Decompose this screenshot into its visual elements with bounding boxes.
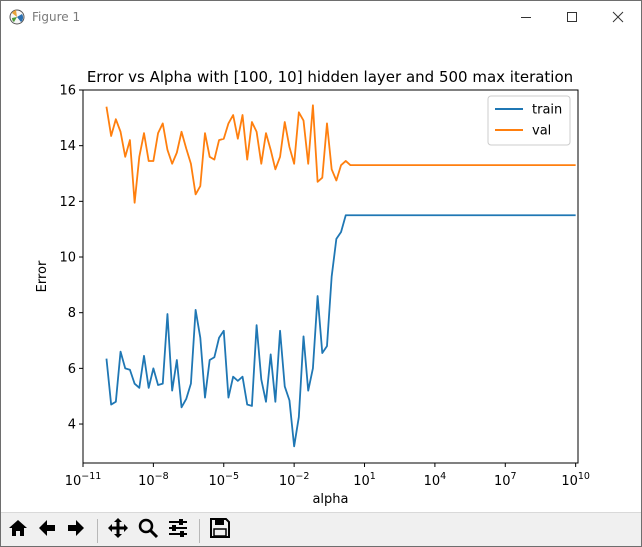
- arrow-right-icon: [65, 517, 87, 543]
- y-tick-label: 12: [59, 195, 76, 210]
- x-tick-label: 107: [494, 471, 517, 489]
- x-tick-label: 104: [424, 471, 447, 489]
- configure-subplots-button[interactable]: [165, 517, 191, 543]
- back-button[interactable]: [34, 517, 60, 543]
- matplotlib-figure-icon: [9, 9, 25, 25]
- home-button[interactable]: [5, 517, 31, 543]
- minimize-button[interactable]: [503, 1, 549, 33]
- plot-lines: [105, 104, 576, 448]
- series-val-line: [105, 104, 576, 204]
- toolbar-separator: [199, 519, 200, 543]
- maximize-button[interactable]: [549, 1, 595, 33]
- maximize-icon: [566, 11, 578, 23]
- home-icon: [7, 517, 29, 543]
- legend: train val: [487, 95, 571, 146]
- x-tick-label: 10−5: [208, 471, 239, 489]
- toolbar-separator: [97, 519, 98, 543]
- legend-train-label: train: [532, 103, 562, 118]
- chart-svg: Error vs Alpha with [100, 10] hidden lay…: [35, 68, 590, 507]
- x-tick-label: 101: [353, 471, 376, 489]
- sliders-icon: [167, 517, 189, 543]
- arrow-left-icon: [36, 517, 58, 543]
- pan-button[interactable]: [105, 517, 131, 543]
- figure-canvas[interactable]: Error vs Alpha with [100, 10] hidden lay…: [1, 33, 641, 511]
- magnifier-icon: [137, 517, 159, 543]
- axes-frame: [82, 89, 579, 464]
- y-tick-label: 8: [68, 306, 76, 321]
- navigation-toolbar: [1, 512, 641, 546]
- y-axis-ticks: 4 6 8 10 12 14 16: [59, 84, 83, 433]
- title-bar[interactable]: Figure 1: [1, 1, 641, 33]
- close-button[interactable]: [595, 1, 641, 33]
- x-tick-label: 10−2: [279, 471, 310, 489]
- x-axis-ticks: 10−11 10−8 10−5 10−2 101 104 107 1010: [65, 463, 590, 489]
- x-axis-label: alpha: [312, 492, 348, 507]
- y-tick-label: 10: [59, 251, 76, 266]
- y-tick-label: 16: [59, 84, 76, 99]
- forward-button[interactable]: [63, 517, 89, 543]
- x-tick-label: 10−11: [65, 471, 102, 489]
- legend-val-label: val: [532, 124, 551, 139]
- zoom-button[interactable]: [135, 517, 161, 543]
- save-button[interactable]: [207, 517, 233, 543]
- window-title: Figure 1: [32, 10, 81, 24]
- x-tick-label: 10−8: [138, 471, 169, 489]
- y-tick-label: 14: [59, 139, 76, 154]
- y-tick-label: 6: [68, 362, 76, 377]
- chart-title: Error vs Alpha with [100, 10] hidden lay…: [87, 68, 573, 86]
- move-icon: [107, 517, 129, 543]
- y-axis-label: Error: [35, 260, 50, 292]
- close-icon: [612, 11, 624, 23]
- y-tick-label: 4: [68, 418, 76, 433]
- x-tick-label: 1010: [561, 471, 590, 489]
- floppy-disk-icon: [209, 517, 231, 543]
- series-train-line: [105, 214, 576, 448]
- minimize-icon: [520, 11, 532, 23]
